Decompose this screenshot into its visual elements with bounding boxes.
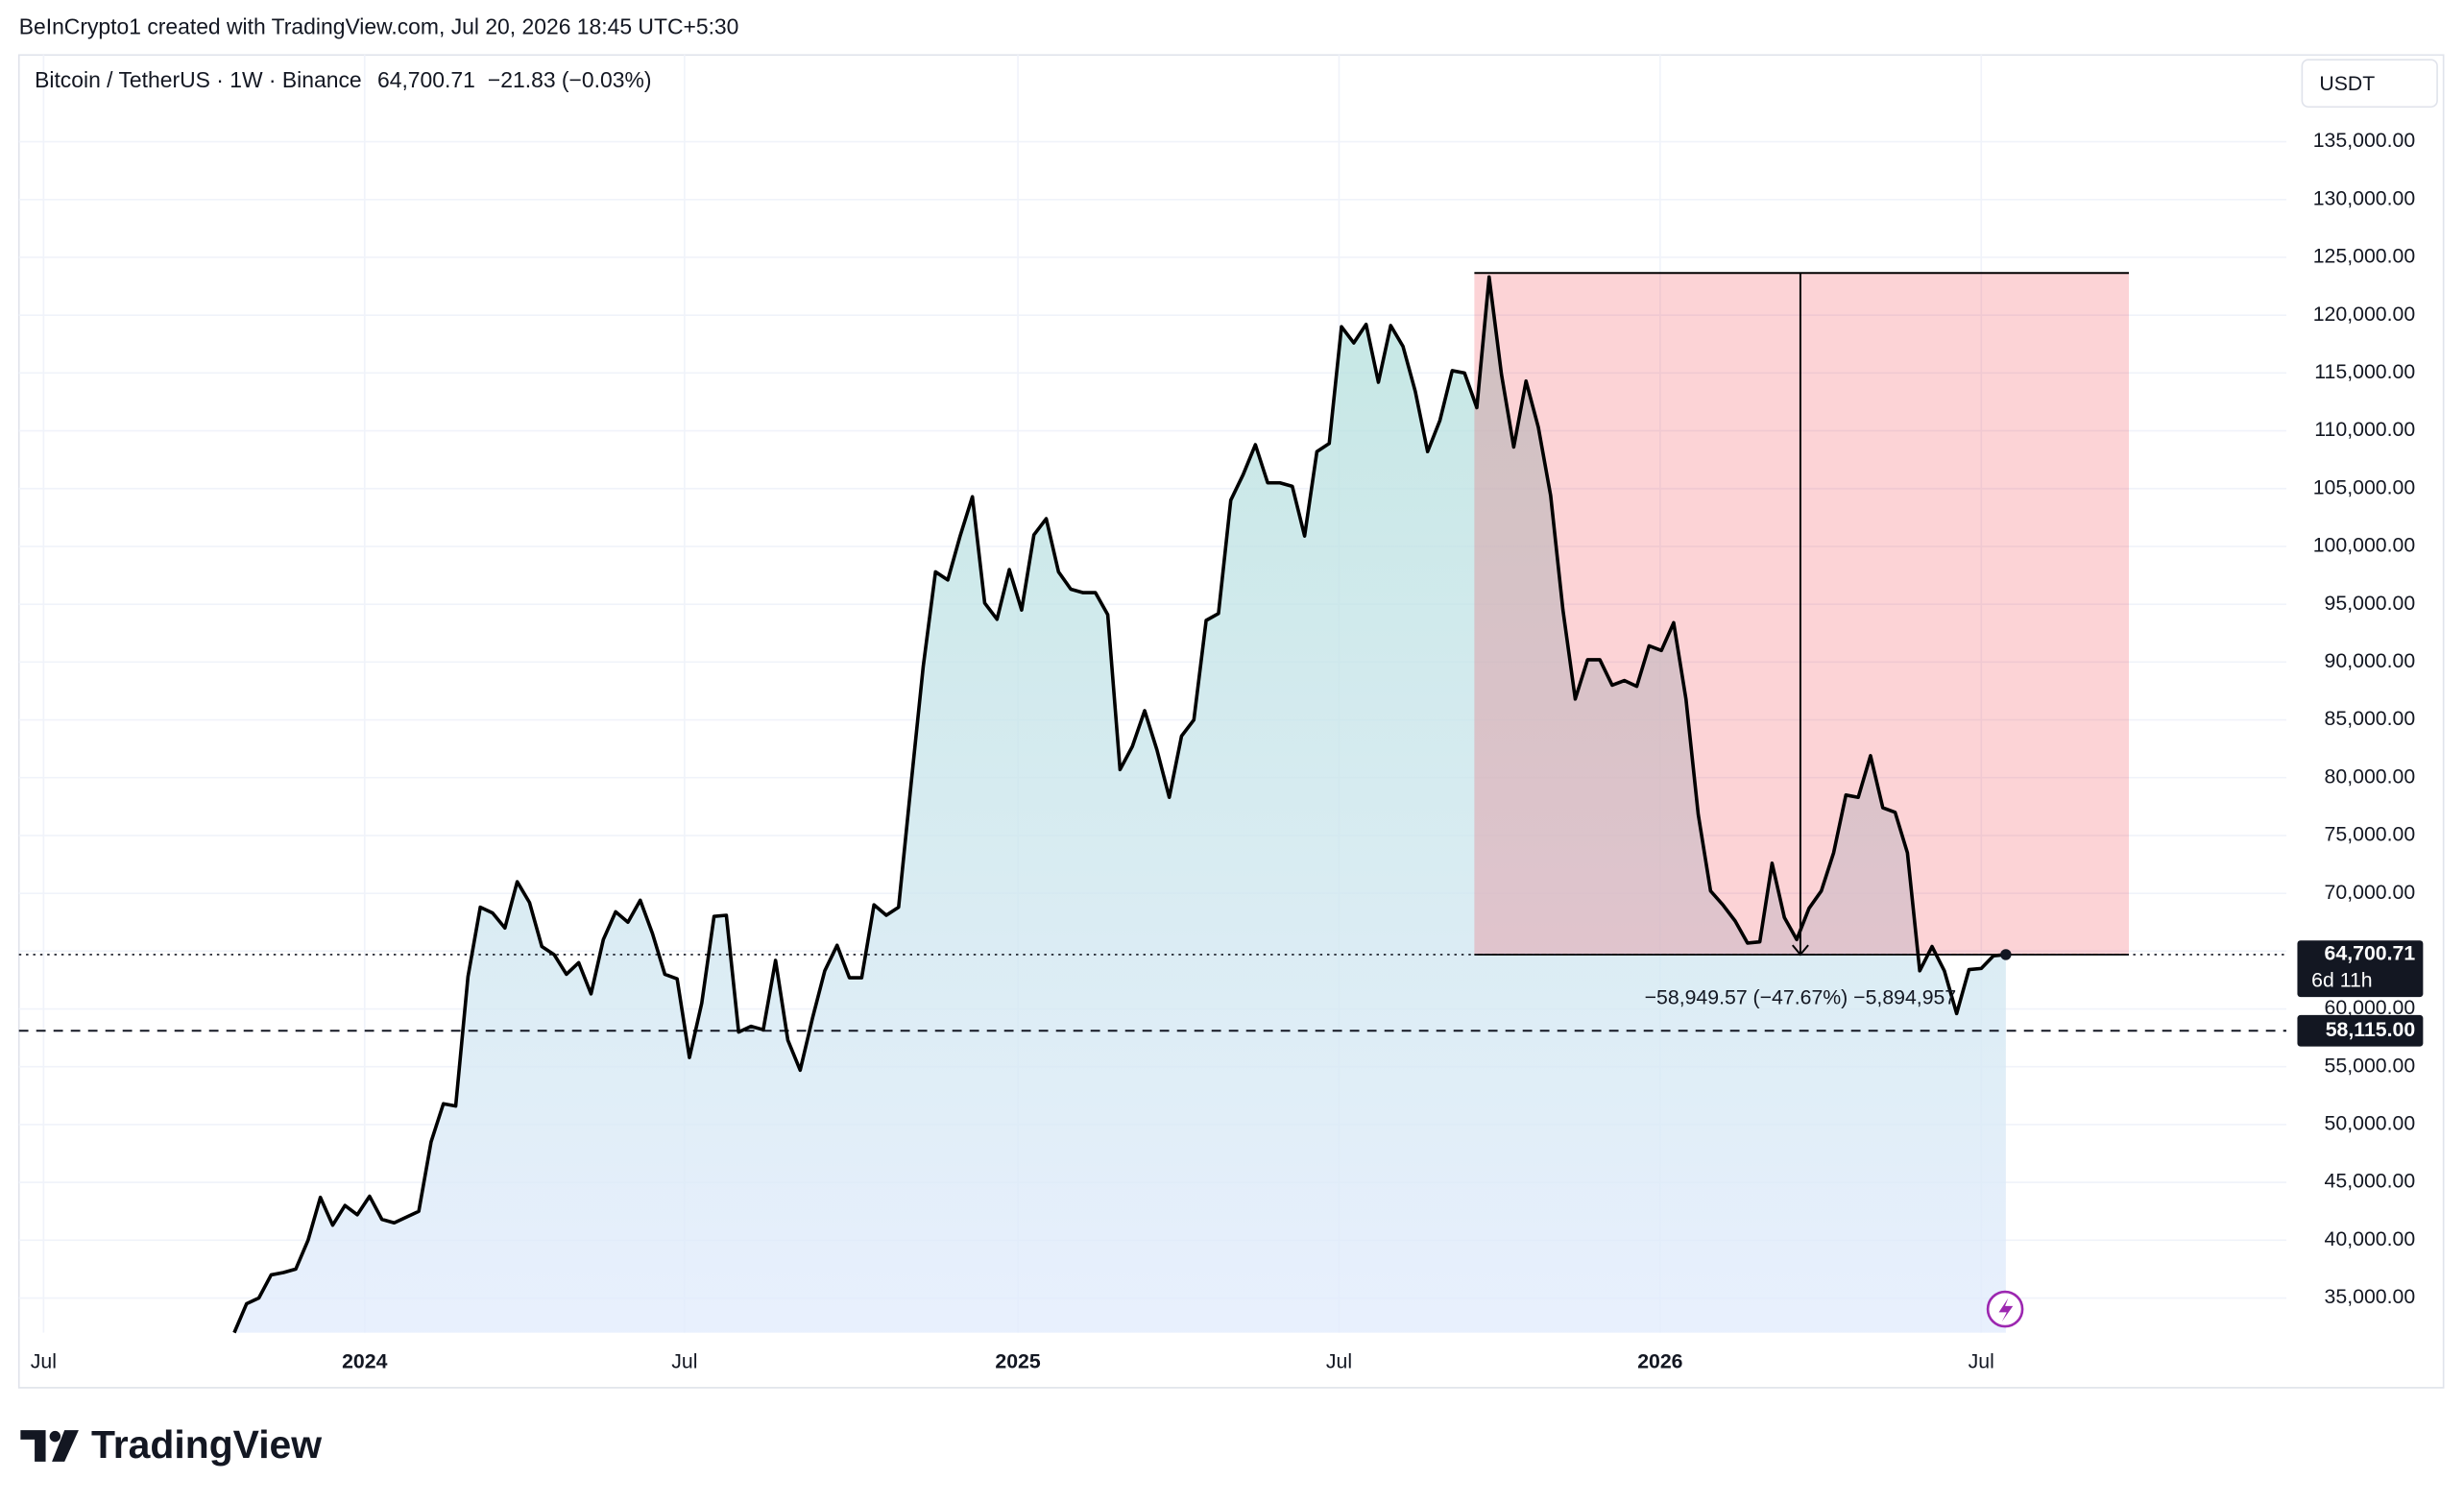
currency[interactable]: USDT xyxy=(2319,72,2375,95)
price-label: 64,700.71 xyxy=(2325,942,2416,965)
x-tick-label: 2025 xyxy=(995,1349,1040,1372)
y-tick-label: 125,000.00 xyxy=(2313,245,2415,268)
countdown-label: 6d 11h xyxy=(2311,968,2372,991)
y-tick-label: 75,000.00 xyxy=(2325,823,2416,846)
level-label-box xyxy=(2297,1014,2424,1047)
event-bolt xyxy=(1998,1298,2014,1322)
y-tick-label: 85,000.00 xyxy=(2325,707,2416,730)
y-tick-label: 115,000.00 xyxy=(2314,360,2415,383)
x-tick-label: Jul xyxy=(671,1349,697,1372)
y-tick-label: 135,000.00 xyxy=(2313,129,2415,152)
y-tick-label: 35,000.00 xyxy=(2325,1285,2416,1308)
header-price: 64,700.71 xyxy=(377,67,475,92)
price-label-box xyxy=(2297,940,2424,998)
area-fill xyxy=(233,277,2006,1333)
price-line-series xyxy=(232,275,2007,1334)
brand-logo xyxy=(20,1430,79,1462)
last-point xyxy=(2000,949,2012,960)
brand: TradingView xyxy=(91,1422,322,1467)
y-tick-label: 80,000.00 xyxy=(2325,764,2416,788)
credit: BeInCrypto1 created with TradingView.com… xyxy=(19,14,739,39)
y-tick-label: 50,000.00 xyxy=(2325,1112,2416,1135)
y-tick-label: 90,000.00 xyxy=(2325,649,2416,672)
y-tick-label: 120,000.00 xyxy=(2313,303,2415,326)
measure-label: −58,949.57 (−47.67%) −5,894,957 xyxy=(1645,985,1957,1008)
y-tick-label: 100,000.00 xyxy=(2313,534,2415,557)
level-label: 58,115.00 xyxy=(2326,1018,2415,1041)
y-tick-label: 95,000.00 xyxy=(2325,592,2416,615)
y-tick-label: 45,000.00 xyxy=(2325,1170,2416,1193)
measure-region xyxy=(1474,273,2130,955)
y-tick-label: 55,000.00 xyxy=(2325,1054,2416,1077)
y-tick-label: 110,000.00 xyxy=(2314,418,2415,441)
y-tick-label: 70,000.00 xyxy=(2325,881,2416,904)
x-tick-label: 2026 xyxy=(1637,1349,1682,1372)
y-tick-label: 40,000.00 xyxy=(2325,1227,2416,1250)
plot xyxy=(18,272,2286,1334)
header-change: −21.83 (−0.03%) xyxy=(488,67,652,92)
y-tick-label: 130,000.00 xyxy=(2313,186,2415,209)
x-tick-label: Jul xyxy=(31,1349,57,1372)
x-tick-label: 2024 xyxy=(342,1349,387,1372)
currency-box[interactable] xyxy=(2301,59,2438,109)
x-tick-label: Jul xyxy=(1326,1349,1352,1372)
symbol: Bitcoin / TetherUS · 1W · Binance xyxy=(35,67,362,92)
y-tick-label: 105,000.00 xyxy=(2313,475,2415,498)
plot-frame xyxy=(17,54,2445,1389)
x-tick-label: Jul xyxy=(1969,1349,1994,1372)
measure-arrowhead xyxy=(1791,944,1809,957)
